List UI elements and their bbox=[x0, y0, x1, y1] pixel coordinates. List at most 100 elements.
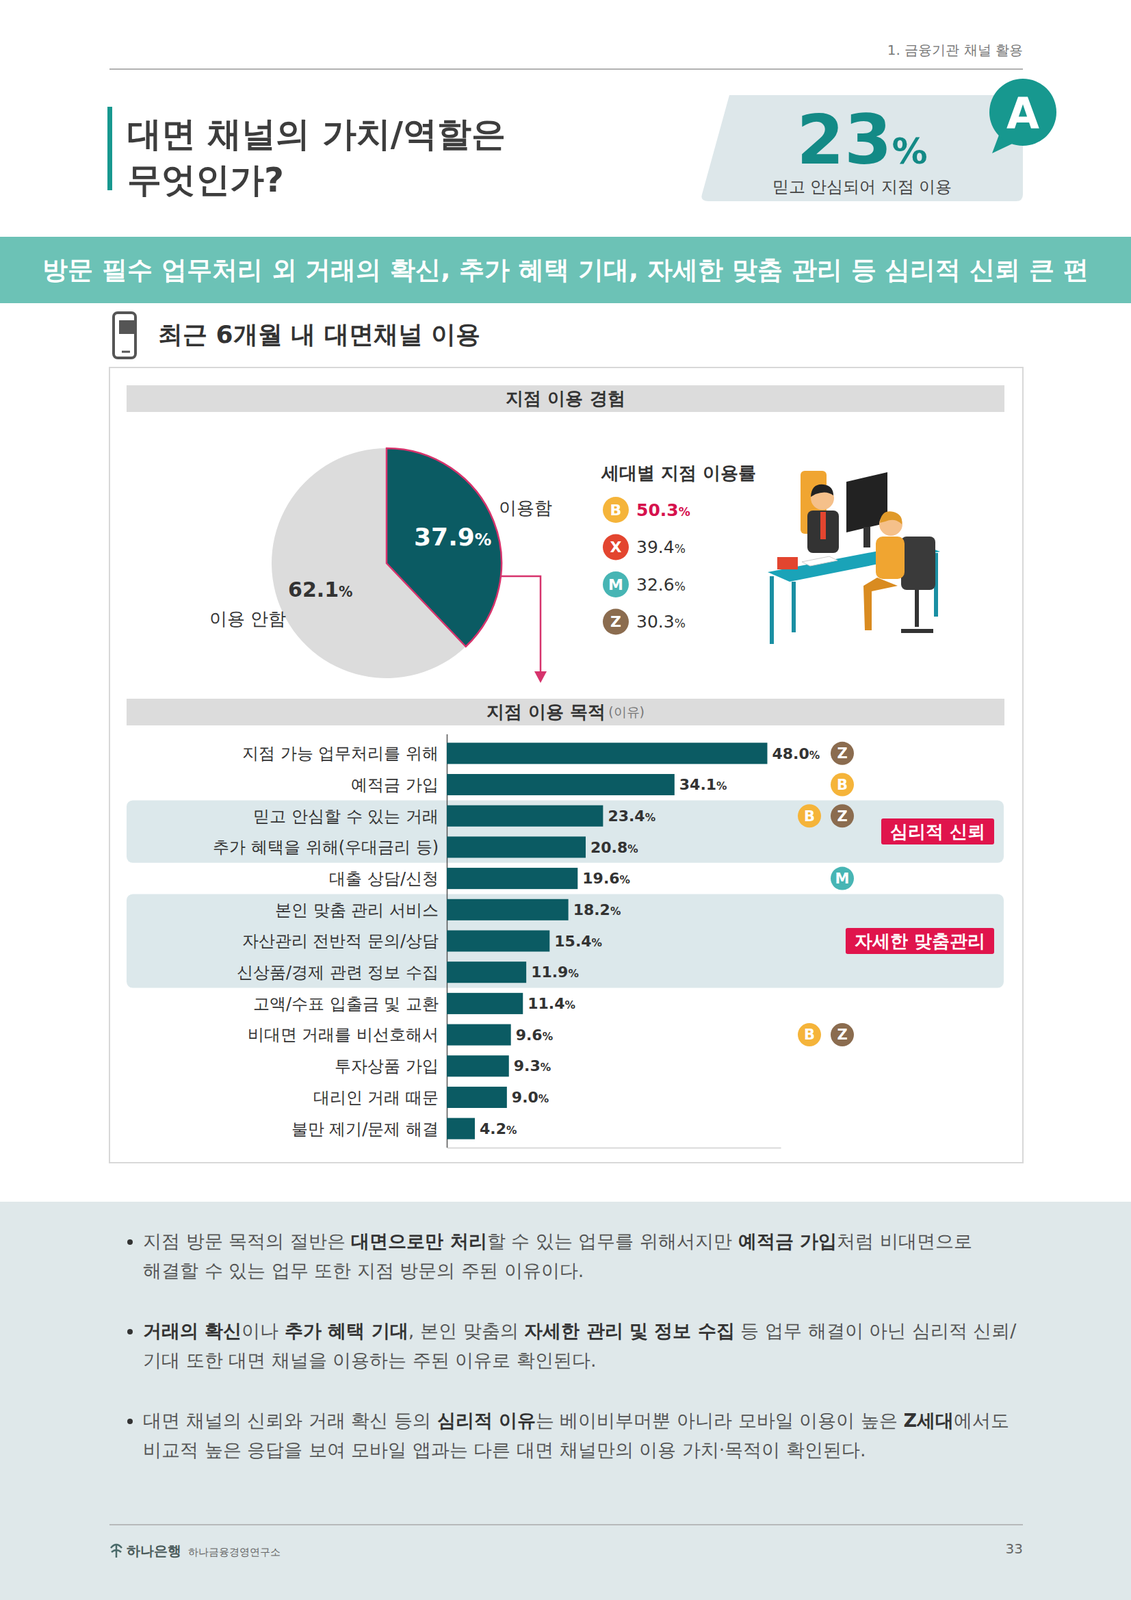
category-label: 신상품/경제 관련 정보 수집 bbox=[236, 962, 439, 982]
group-tag bbox=[881, 818, 995, 845]
illustration-part bbox=[769, 576, 774, 644]
illustration-part bbox=[914, 589, 919, 627]
group-tag-label: 자세한 맞춤관리 bbox=[854, 930, 986, 952]
note-text: 이나 bbox=[241, 1319, 285, 1342]
data-label: 4.2% bbox=[479, 1120, 517, 1138]
group-tag-label: 심리적 신뢰 bbox=[890, 821, 986, 842]
arrow bbox=[500, 576, 541, 674]
badge-letter: B bbox=[803, 808, 815, 825]
bar bbox=[446, 1118, 475, 1140]
slice-category: 이용 안함 bbox=[209, 608, 286, 629]
data-label: 9.0% bbox=[511, 1088, 549, 1106]
data-label: 11.9% bbox=[530, 963, 579, 981]
label-unit: % bbox=[892, 130, 928, 172]
generation-letter: Z bbox=[610, 613, 622, 631]
data-label: 23.4% bbox=[607, 807, 656, 825]
note-text: 지점 방문 목적의 절반은 bbox=[143, 1230, 351, 1252]
label-number: 19.6 bbox=[582, 869, 620, 887]
note-emphasis: 거래의 확신 bbox=[143, 1319, 242, 1342]
label-unit: % bbox=[567, 967, 579, 980]
label-unit: % bbox=[540, 1061, 551, 1074]
title-bar bbox=[107, 106, 113, 191]
bar bbox=[446, 742, 767, 764]
generation-badge bbox=[602, 571, 629, 598]
generation-value: 30.3% bbox=[636, 611, 686, 632]
generation-badge bbox=[830, 1022, 854, 1047]
bar bbox=[446, 1086, 507, 1108]
bar bbox=[446, 899, 569, 921]
note-emphasis: 추가 혜택 기대 bbox=[284, 1319, 409, 1342]
highlight-value: 23% bbox=[796, 99, 928, 180]
generation-letter: M bbox=[608, 576, 624, 594]
panel-header bbox=[126, 385, 1005, 412]
bar bbox=[446, 867, 578, 889]
label-unit: % bbox=[716, 780, 727, 793]
label-number: 20.8 bbox=[590, 838, 628, 856]
page-title: 대면 채널의 가치/역할은 bbox=[127, 114, 506, 154]
badge-letter: B bbox=[836, 776, 848, 793]
generation-badge bbox=[830, 866, 854, 891]
bar bbox=[446, 1055, 510, 1077]
badge-letter: A bbox=[1006, 88, 1040, 139]
footer-org: 하나금융경영연구소 bbox=[188, 1545, 281, 1558]
note: 대면 채널의 신뢰와 거래 확신 등의 심리적 이유는 베이비부머뿐 아니라 모… bbox=[143, 1405, 1019, 1465]
header-rule bbox=[109, 68, 1023, 70]
category-label: 대리인 거래 때문 bbox=[313, 1087, 439, 1108]
background bbox=[0, 0, 1131, 1600]
x-axis bbox=[447, 734, 782, 1149]
label-unit: % bbox=[809, 749, 820, 762]
label-number: 9.0 bbox=[511, 1088, 539, 1106]
page: 1. 금융기관 채널 활용대면 채널의 가치/역할은무엇인가?23%믿고 안심되… bbox=[0, 0, 1131, 1600]
label-unit: % bbox=[506, 1124, 517, 1137]
generation-badge bbox=[602, 534, 629, 561]
bars bbox=[446, 742, 767, 1139]
category-label: 비대면 거래를 비선호해서 bbox=[247, 1024, 439, 1045]
illustration-part bbox=[901, 628, 934, 633]
icon-part bbox=[113, 312, 136, 358]
group-tag bbox=[845, 927, 995, 954]
label-number: 11.4 bbox=[527, 994, 565, 1012]
data-label: 20.8% bbox=[590, 838, 639, 856]
generation-badge bbox=[797, 803, 822, 828]
label-unit: % bbox=[591, 936, 603, 949]
category-label: 불만 제기/문제 해결 bbox=[291, 1119, 439, 1139]
illustration-part bbox=[820, 511, 826, 540]
label-number: 48.0 bbox=[771, 745, 809, 763]
data-label: 9.6% bbox=[515, 1026, 553, 1044]
generation-value: 39.4% bbox=[636, 537, 686, 557]
category-label: 고액/수표 입출금 및 교환 bbox=[253, 994, 439, 1014]
group-band bbox=[126, 893, 1004, 988]
label-unit: % bbox=[338, 583, 353, 601]
badge-letter: Z bbox=[836, 745, 848, 762]
generation-title: 세대별 지점 이용률 bbox=[600, 462, 757, 484]
pie bbox=[271, 448, 502, 679]
label-unit: % bbox=[674, 616, 686, 631]
label-unit: % bbox=[674, 579, 686, 594]
data-label: 37.9% bbox=[413, 522, 492, 551]
label-number: 11.9 bbox=[530, 963, 568, 981]
data-label: 15.4% bbox=[554, 932, 603, 950]
generation-badge bbox=[602, 608, 629, 635]
highlight-caption: 믿고 안심되어 지점 이용 bbox=[772, 177, 953, 197]
generation-badge bbox=[830, 741, 854, 765]
notes-background bbox=[0, 1201, 1131, 1600]
illustration-part bbox=[901, 536, 936, 590]
note-text: 할 수 있는 업무를 위해서지만 bbox=[487, 1230, 739, 1252]
generation-letter: X bbox=[610, 538, 622, 556]
notes: 지점 방문 목적의 절반은 대면으로만 처리할 수 있는 업무를 위해서지만 예… bbox=[114, 1226, 1019, 1495]
illustration-part bbox=[801, 556, 838, 566]
category-label: 자산관리 전반적 문의/상담 bbox=[242, 931, 439, 951]
footer-rule bbox=[109, 1523, 1023, 1526]
bar bbox=[446, 805, 603, 827]
label-unit: % bbox=[627, 842, 638, 856]
label-number: 23 bbox=[796, 99, 892, 180]
bar bbox=[446, 1024, 512, 1046]
illustration bbox=[767, 470, 941, 644]
note-emphasis: Z세대 bbox=[903, 1409, 954, 1431]
data-label: 34.1% bbox=[679, 775, 728, 793]
illustration-part bbox=[875, 536, 905, 579]
label-number: 9.6 bbox=[515, 1026, 543, 1044]
label-number: 50.3 bbox=[636, 500, 679, 520]
category-label: 지점 가능 업무처리를 위해 bbox=[242, 743, 439, 763]
label-number: 30.3 bbox=[636, 611, 675, 632]
